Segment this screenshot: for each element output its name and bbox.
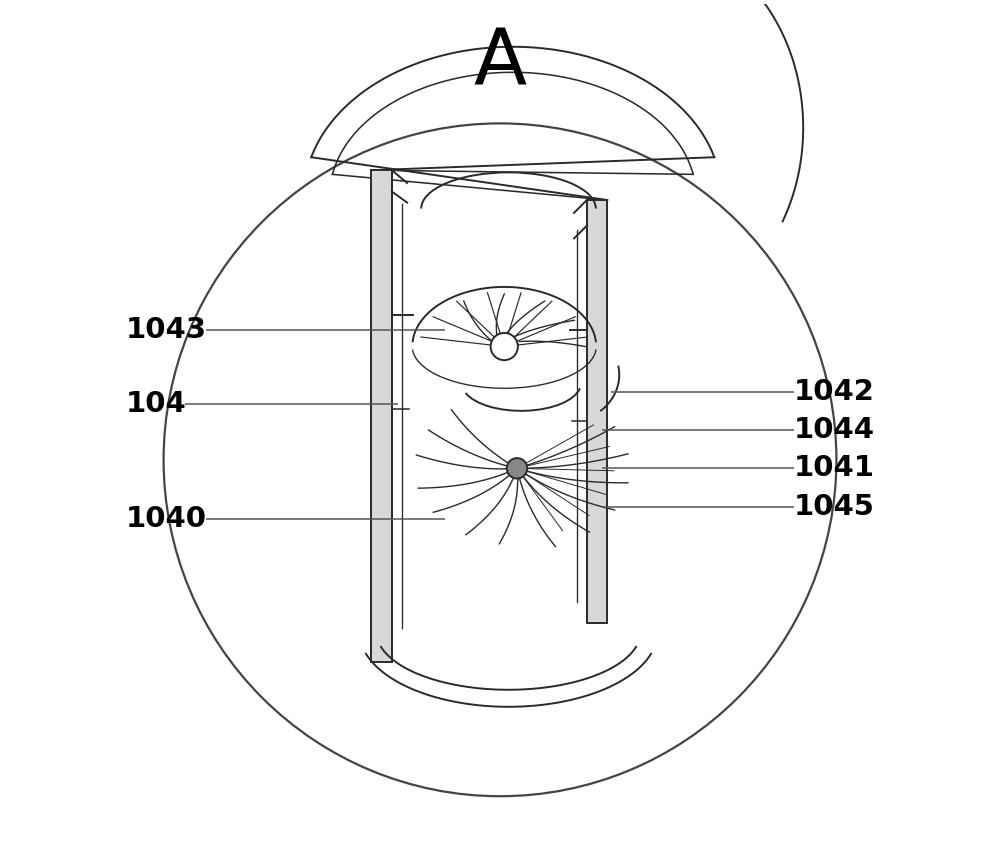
Text: 1040: 1040 xyxy=(125,506,206,533)
Text: 1043: 1043 xyxy=(125,316,206,343)
Polygon shape xyxy=(371,170,392,661)
Circle shape xyxy=(491,333,518,360)
Text: 1042: 1042 xyxy=(794,378,875,406)
Text: 1044: 1044 xyxy=(794,416,875,444)
Text: A: A xyxy=(473,26,527,101)
Polygon shape xyxy=(587,200,607,624)
Text: 1041: 1041 xyxy=(794,454,875,482)
Text: 1045: 1045 xyxy=(794,493,875,520)
Text: 104: 104 xyxy=(125,390,186,419)
Circle shape xyxy=(507,458,527,478)
